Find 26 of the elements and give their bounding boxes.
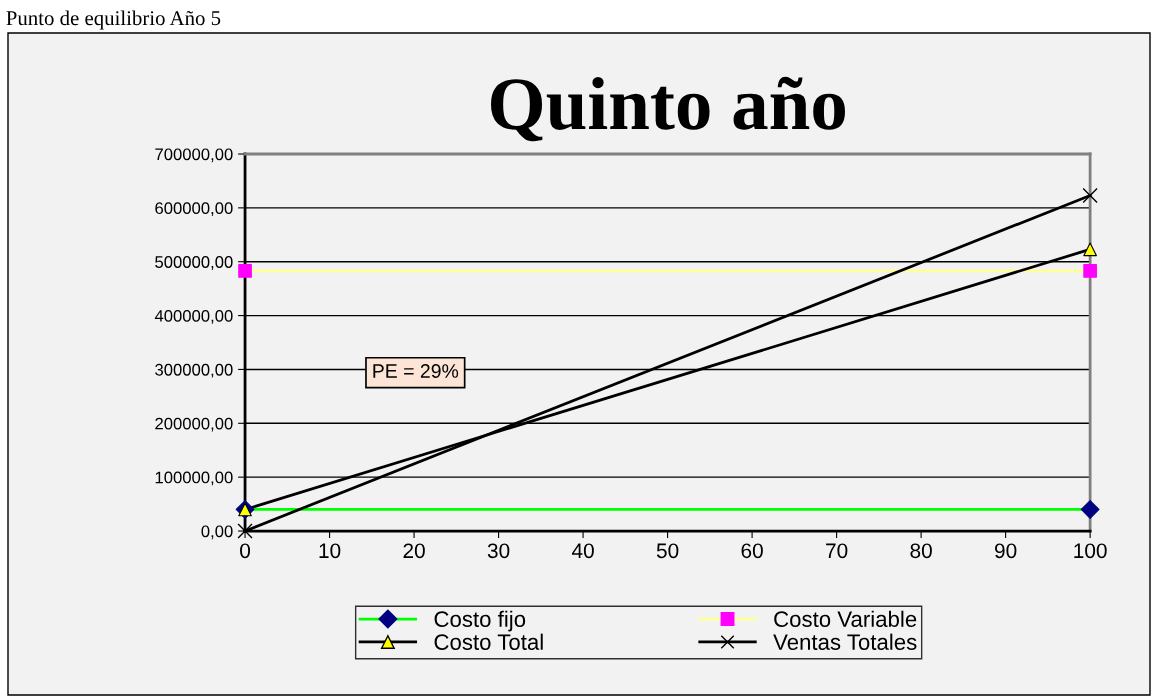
y-tick-label: 300000,00 (155, 363, 233, 378)
legend-label: Ventas Totales (773, 633, 917, 650)
y-tick-label: 500000,00 (155, 256, 233, 270)
chart-title: Quinto año (491, 76, 846, 142)
y-tick-label: 0,00 (201, 525, 233, 540)
y-tick-label: 600000,00 (155, 202, 233, 217)
text: Punto de equilibrio Año 5 (6, 10, 221, 30)
x-tick-label: 20 (403, 543, 425, 559)
x-tick-label: 50 (656, 543, 679, 559)
x-tick-label: 30 (487, 543, 510, 559)
legend-label: Costo Variable (774, 610, 917, 628)
x-tick-label: 40 (571, 543, 594, 559)
y-tick-label: 200000,00 (155, 417, 233, 432)
x-tick-label: 70 (826, 543, 848, 559)
x-tick-label: 60 (741, 543, 763, 559)
x-tick-label: 90 (995, 543, 1017, 559)
y-tick-label: 700000,00 (155, 148, 233, 163)
x-tick-label: 100 (1074, 543, 1107, 559)
legend-label: Costo Total (434, 633, 543, 650)
x-tick-label: 0 (240, 543, 251, 559)
y-tick-label: 400000,00 (154, 309, 233, 324)
x-tick-label: 80 (910, 543, 932, 559)
annotation: PE = 29% (373, 364, 459, 378)
legend-label: Costo fijo (434, 610, 526, 632)
y-tick-label: 100000,00 (155, 471, 233, 486)
x-tick-label: 10 (319, 543, 341, 559)
